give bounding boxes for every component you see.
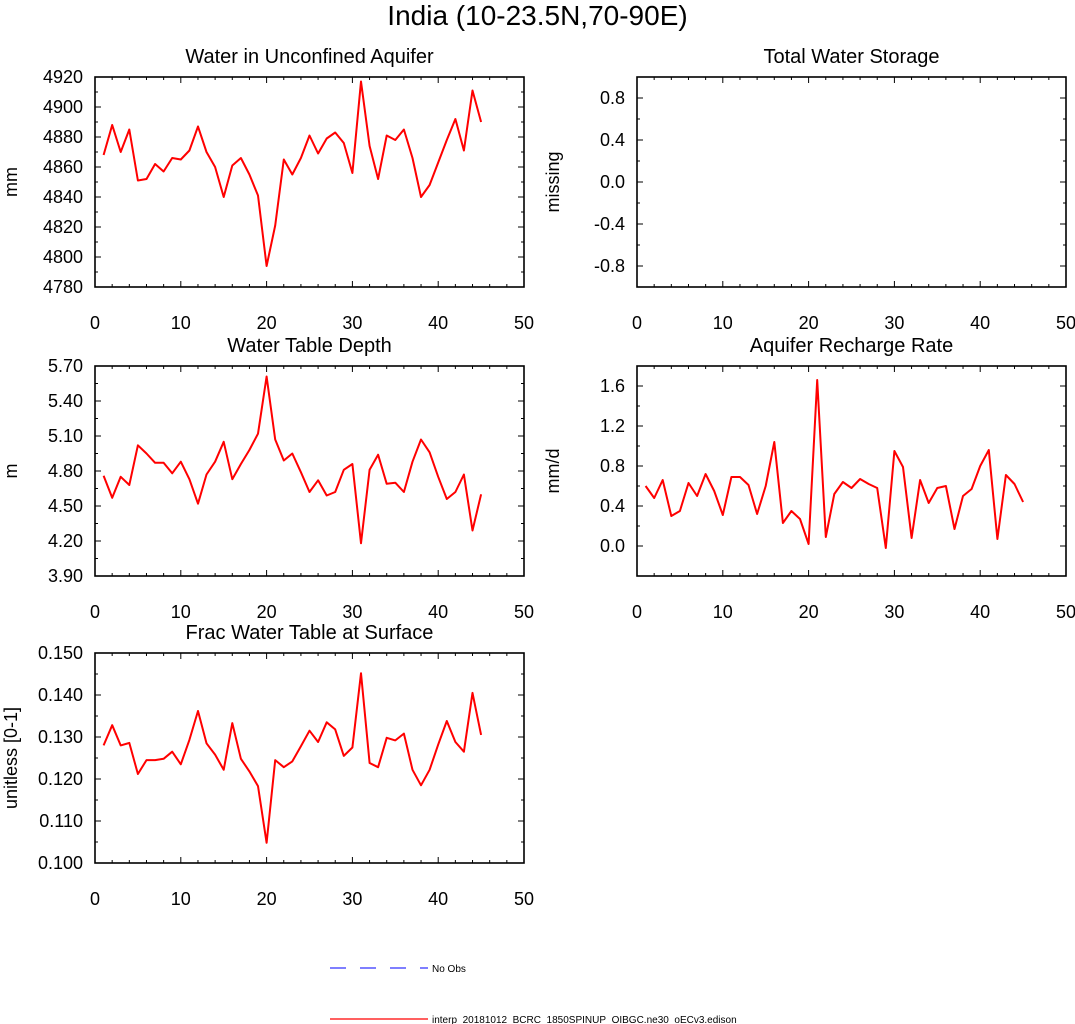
y-tick-label: 0.130 [38, 727, 83, 747]
y-tick-label: 5.70 [48, 356, 83, 376]
y-tick-label: 1.6 [600, 376, 625, 396]
plot-frame [94, 76, 525, 288]
y-tick-label: 0.100 [38, 853, 83, 873]
chart-panel: Water in Unconfined Aquifer 0 10 20 30 40 50 47… [1, 46, 534, 333]
y-tick-label: 4.80 [48, 461, 83, 481]
chart-panel: Total Water Storage 0 10 20 30 40 50 -0.8 -0.4 0.… [543, 46, 1075, 333]
plot-frame [636, 365, 1067, 577]
y-tick-label: 3.90 [48, 566, 83, 586]
x-tick-label: 10 [713, 602, 733, 622]
y-tick-label: 0.0 [600, 536, 625, 556]
plot-frame [636, 76, 1067, 288]
x-tick-label: 0 [632, 602, 642, 622]
y-tick-label: 4.50 [48, 496, 83, 516]
chart-title: Water Table Depth [227, 335, 392, 357]
series-line [644, 379, 1025, 549]
y-axis-label: missing [543, 151, 563, 212]
y-axis-label: mm [1, 167, 21, 197]
y-tick-label: -0.4 [594, 214, 625, 234]
y-tick-label: 0.150 [38, 643, 83, 663]
y-tick-label: 4780 [43, 277, 83, 297]
chart-panel: Aquifer Recharge Rate 0 10 20 30 40 50 0.0 0.4 0.… [543, 335, 1075, 622]
x-tick-label: 40 [428, 889, 448, 909]
series-line [102, 672, 483, 844]
x-tick-label: 40 [428, 313, 448, 333]
x-tick-label: 0 [632, 313, 642, 333]
y-tick-label: 5.40 [48, 391, 83, 411]
x-tick-label: 20 [799, 602, 819, 622]
x-tick-label: 50 [1056, 602, 1075, 622]
x-tick-label: 20 [799, 313, 819, 333]
legend-obs-label: No Obs [432, 964, 466, 975]
y-tick-label: 4.20 [48, 531, 83, 551]
y-tick-label: -0.8 [594, 256, 625, 276]
y-tick-label: 0.140 [38, 685, 83, 705]
y-tick-label: 0.110 [39, 811, 83, 831]
chart-title: Aquifer Recharge Rate [750, 335, 953, 357]
y-tick-label: 1.2 [600, 416, 625, 436]
y-axis-label: mm/d [543, 449, 563, 494]
x-tick-label: 40 [970, 602, 990, 622]
legend-model-label: interp_20181012_BCRC_1850SPINUP_OIBGC.ne… [432, 1015, 737, 1024]
y-tick-label: 0.120 [38, 769, 83, 789]
series-line [102, 375, 483, 545]
x-tick-label: 30 [884, 313, 904, 333]
y-tick-label: 4800 [43, 247, 83, 267]
series-line [102, 80, 483, 267]
legend: No Obs interp_20181012_BCRC_1850SPINUP_O… [330, 964, 737, 1024]
y-tick-label: 0.8 [600, 456, 625, 476]
x-tick-label: 20 [257, 313, 277, 333]
y-axis-label: m [1, 464, 21, 479]
x-tick-label: 0 [90, 602, 100, 622]
chart-panels: Water in Unconfined Aquifer 0 10 20 30 40 50 47… [1, 46, 1075, 909]
x-tick-label: 50 [514, 889, 534, 909]
y-tick-label: 4900 [43, 97, 83, 117]
chart-title: Total Water Storage [763, 46, 939, 68]
y-tick-label: 4840 [43, 187, 83, 207]
x-tick-label: 20 [257, 889, 277, 909]
x-tick-label: 50 [514, 602, 534, 622]
y-tick-label: 4820 [43, 217, 83, 237]
x-tick-label: 30 [342, 602, 362, 622]
y-tick-label: 0.8 [600, 88, 625, 108]
x-tick-label: 40 [970, 313, 990, 333]
plot-frame [94, 652, 525, 864]
plot-frame [94, 365, 525, 577]
chart-panel: Frac Water Table at Surface 0 10 20 30 40 50 0.… [1, 622, 534, 909]
y-tick-label: 0.0 [600, 172, 625, 192]
x-tick-label: 30 [884, 602, 904, 622]
x-tick-label: 10 [171, 602, 191, 622]
y-tick-label: 4920 [43, 67, 83, 87]
x-tick-label: 10 [171, 889, 191, 909]
y-tick-label: 0.4 [600, 130, 625, 150]
chart-title: Water in Unconfined Aquifer [185, 46, 434, 68]
x-tick-label: 0 [90, 889, 100, 909]
x-tick-label: 50 [514, 313, 534, 333]
x-tick-label: 10 [713, 313, 733, 333]
x-tick-label: 10 [171, 313, 191, 333]
y-tick-label: 4880 [43, 127, 83, 147]
y-tick-label: 0.4 [600, 496, 625, 516]
y-axis-label: unitless [0-1] [1, 707, 21, 809]
figure-title: India (10-23.5N,70-90E) [387, 0, 688, 31]
x-tick-label: 0 [90, 313, 100, 333]
chart-panel: Water Table Depth 0 10 20 30 40 50 3.90 4.20 4.50… [1, 335, 534, 622]
x-tick-label: 30 [342, 313, 362, 333]
x-tick-label: 50 [1056, 313, 1075, 333]
y-tick-label: 4860 [43, 157, 83, 177]
y-tick-label: 5.10 [48, 426, 83, 446]
x-tick-label: 30 [342, 889, 362, 909]
x-tick-label: 40 [428, 602, 448, 622]
x-tick-label: 20 [257, 602, 277, 622]
chart-title: Frac Water Table at Surface [186, 622, 434, 644]
